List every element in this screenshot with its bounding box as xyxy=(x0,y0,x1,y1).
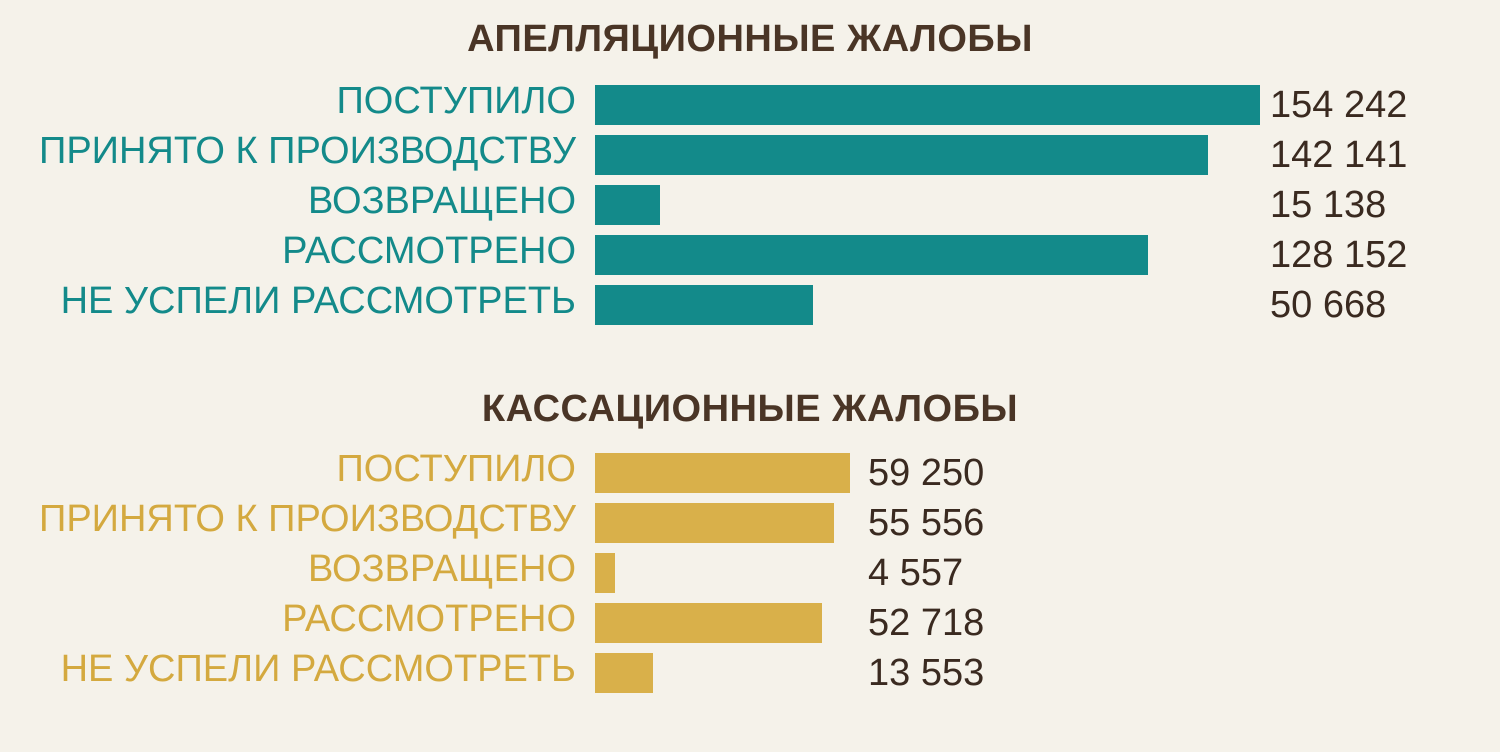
cassation-category-label: РАССМОТРЕНО xyxy=(282,598,576,640)
cassation-row: ПРИНЯТО К ПРОИЗВОДСТВУ 55 556 xyxy=(0,498,1500,548)
appeal-row: ВОЗВРАЩЕНО 15 138 xyxy=(0,180,1500,230)
appeal-row: ПОСТУПИЛО 154 242 xyxy=(0,80,1500,130)
chart-title-cassation: КАССАЦИОННЫЕ ЖАЛОБЫ xyxy=(481,388,1019,430)
appeal-bar xyxy=(595,185,660,225)
appeal-category-label: ВОЗВРАЩЕНО xyxy=(307,180,576,222)
cassation-category-label: ВОЗВРАЩЕНО xyxy=(307,548,576,590)
cassation-bar xyxy=(595,503,834,543)
chart-title-appeal: АПЕЛЛЯЦИОННЫЕ ЖАЛОБЫ xyxy=(467,18,1033,60)
cassation-value-label: 13 553 xyxy=(868,652,985,694)
appeal-value-label: 128 152 xyxy=(1270,234,1408,276)
appeal-value-label: 15 138 xyxy=(1270,184,1387,226)
cassation-bar xyxy=(595,553,615,593)
appeal-bar xyxy=(595,85,1260,125)
cassation-row: РАССМОТРЕНО 52 718 xyxy=(0,598,1500,648)
cassation-category-label: ПОСТУПИЛО xyxy=(336,448,576,490)
cassation-category-label: ПРИНЯТО К ПРОИЗВОДСТВУ xyxy=(39,498,576,540)
appeal-bar-chart: ПОСТУПИЛО 154 242 ПРИНЯТО К ПРОИЗВОДСТВУ 14… xyxy=(0,80,1500,340)
cassation-value-label: 52 718 xyxy=(868,602,985,644)
appeal-value-label: 154 242 xyxy=(1270,84,1408,126)
cassation-row: ВОЗВРАЩЕНО 4 557 xyxy=(0,548,1500,598)
appeal-bar xyxy=(595,285,813,325)
cassation-value-label: 4 557 xyxy=(868,552,964,594)
cassation-bar-chart: ПОСТУПИЛО 59 250 ПРИНЯТО К ПРОИЗВОДСТВУ 55 … xyxy=(0,448,1500,708)
cassation-value-label: 59 250 xyxy=(868,452,985,494)
appeal-value-label: 50 668 xyxy=(1270,284,1387,326)
appeal-category-label: НЕ УСПЕЛИ РАССМОТРЕТЬ xyxy=(60,280,576,322)
appeal-bar xyxy=(595,235,1148,275)
appeal-category-label: ПОСТУПИЛО xyxy=(336,80,576,122)
appeal-value-label: 142 141 xyxy=(1270,134,1408,176)
cassation-row: НЕ УСПЕЛИ РАССМОТРЕТЬ 13 553 xyxy=(0,648,1500,698)
appeal-row: НЕ УСПЕЛИ РАССМОТРЕТЬ 50 668 xyxy=(0,280,1500,330)
appeal-category-label: РАССМОТРЕНО xyxy=(282,230,576,272)
appeal-category-label: ПРИНЯТО К ПРОИЗВОДСТВУ xyxy=(39,130,576,172)
cassation-category-label: НЕ УСПЕЛИ РАССМОТРЕТЬ xyxy=(60,648,576,690)
appeal-row: ПРИНЯТО К ПРОИЗВОДСТВУ 142 141 xyxy=(0,130,1500,180)
cassation-bar xyxy=(595,653,653,693)
cassation-value-label: 55 556 xyxy=(868,502,985,544)
cassation-row: ПОСТУПИЛО 59 250 xyxy=(0,448,1500,498)
appeal-row: РАССМОТРЕНО 128 152 xyxy=(0,230,1500,280)
cassation-bar xyxy=(595,453,850,493)
cassation-bar xyxy=(595,603,822,643)
appeal-bar xyxy=(595,135,1208,175)
